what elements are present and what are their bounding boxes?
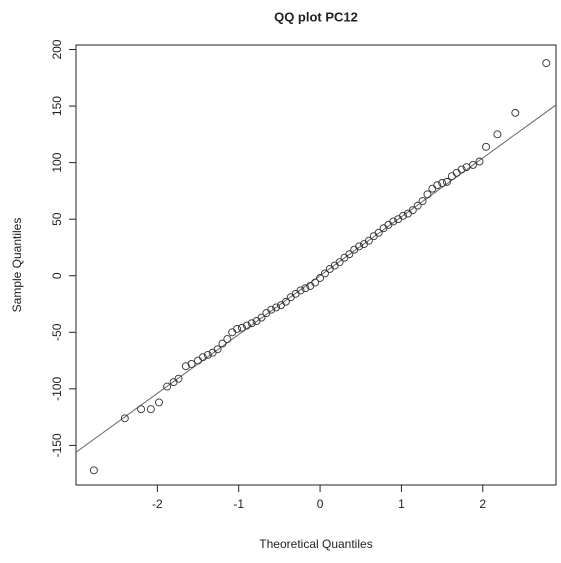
point: [155, 398, 163, 407]
point: [345, 250, 354, 259]
point: [198, 353, 207, 362]
y-tick-label: -150: [50, 433, 64, 457]
y-tick-label: 150: [50, 96, 64, 116]
point: [438, 179, 447, 187]
point: [233, 324, 242, 333]
point: [423, 190, 432, 199]
reference-line: [76, 104, 556, 453]
point: [238, 323, 246, 332]
chart-title: QQ plot PC12: [274, 9, 358, 24]
point: [369, 232, 378, 241]
x-axis-label: Theoretical Quantiles: [259, 537, 372, 551]
point: [187, 360, 196, 368]
point: [181, 362, 190, 371]
point: [242, 321, 251, 330]
y-tick-label: 200: [50, 39, 64, 59]
point: [335, 258, 344, 267]
point: [218, 339, 227, 348]
point: [469, 160, 477, 169]
point: [301, 284, 310, 293]
point: [174, 374, 183, 383]
x-tick-label: 1: [398, 497, 405, 511]
point: [223, 335, 232, 344]
point: [374, 228, 383, 237]
point: [355, 242, 364, 251]
y-tick-label: -100: [50, 377, 64, 401]
point: [296, 286, 305, 295]
y-axis-label: Sample Quantiles: [10, 218, 24, 313]
point: [399, 211, 408, 220]
point: [408, 206, 417, 215]
point: [146, 405, 155, 414]
point: [311, 278, 320, 287]
y-tick-label: -50: [50, 323, 64, 341]
y-tick-label: 50: [50, 212, 64, 226]
point: [542, 59, 551, 68]
point: [120, 414, 129, 423]
x-tick-label: 0: [317, 497, 324, 511]
point: [213, 345, 222, 354]
point: [228, 328, 237, 337]
point: [194, 356, 202, 365]
plot-frame: [75, 44, 557, 486]
point: [511, 108, 520, 117]
point: [272, 303, 281, 312]
point: [316, 274, 325, 282]
point: [247, 319, 256, 328]
point: [281, 297, 290, 306]
point: [163, 382, 172, 391]
point: [452, 168, 461, 177]
point: [443, 177, 451, 186]
y-tick-label: 0: [50, 272, 64, 279]
point: [257, 313, 266, 322]
point: [482, 142, 490, 151]
point: [267, 305, 276, 314]
point: [475, 157, 484, 166]
point: [457, 165, 466, 174]
point: [89, 466, 98, 475]
point: [493, 130, 502, 139]
point: [364, 236, 373, 245]
point: [447, 172, 456, 181]
point: [389, 217, 398, 226]
y-tick-label: 100: [50, 152, 64, 172]
point: [428, 184, 437, 193]
point: [418, 197, 427, 206]
x-tick-label: 2: [479, 497, 486, 511]
point: [137, 405, 146, 414]
x-tick-label: -2: [152, 497, 163, 511]
point: [433, 181, 442, 190]
point: [413, 201, 422, 210]
point: [203, 350, 212, 359]
x-tick-label: -1: [233, 497, 244, 511]
point: [320, 269, 329, 278]
